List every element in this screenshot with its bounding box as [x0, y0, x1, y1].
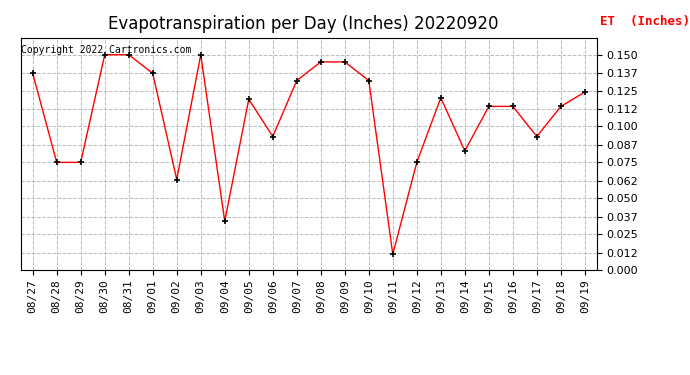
Text: ET  (Inches): ET (Inches) — [600, 15, 690, 28]
Text: Evapotranspiration per Day (Inches) 20220920: Evapotranspiration per Day (Inches) 2022… — [108, 15, 499, 33]
Text: Copyright 2022 Cartronics.com: Copyright 2022 Cartronics.com — [21, 45, 191, 55]
